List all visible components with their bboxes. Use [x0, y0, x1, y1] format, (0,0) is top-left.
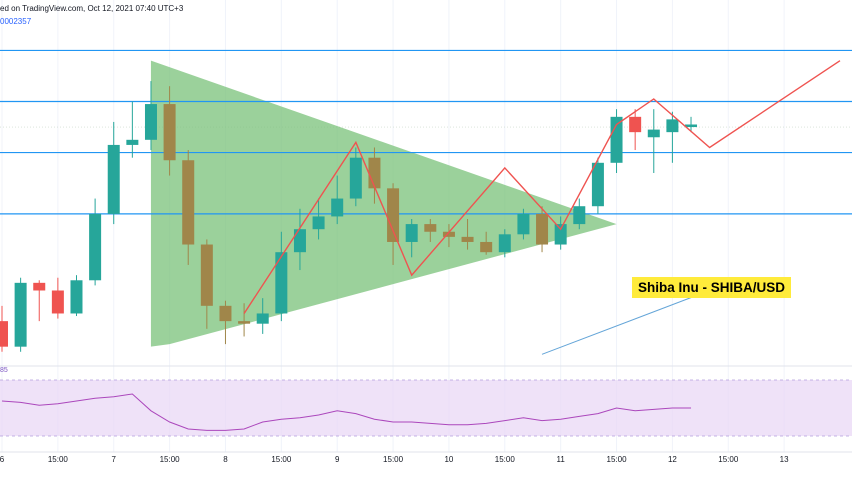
candles-layer: [0, 81, 698, 352]
rsi-band: [0, 380, 852, 436]
candle-body: [573, 206, 586, 225]
candle-body: [312, 216, 325, 230]
zigzag-path: [243, 60, 841, 314]
x-tick-label: 7: [112, 455, 117, 464]
x-tick-label: 13: [780, 455, 789, 464]
zigzag-layer: [243, 60, 841, 314]
candle-body: [182, 160, 195, 245]
candle-body: [368, 157, 381, 189]
candle-body: [200, 244, 213, 306]
candle-body: [424, 224, 437, 232]
x-tick-label: 15:00: [48, 455, 69, 464]
triangle-layer: [150, 60, 617, 347]
publisher-text: ed on TradingView.com, Oct 12, 2021 07:4…: [0, 4, 184, 13]
candle-body: [536, 213, 549, 245]
candle-body: [144, 104, 157, 140]
candle-body: [591, 162, 604, 207]
trendline-layer: [541, 290, 710, 355]
x-tick-label: 8: [223, 455, 228, 464]
x-tick-label: 15:00: [383, 455, 404, 464]
x-tick-label: 15:00: [271, 455, 292, 464]
candle-body: [33, 282, 46, 291]
x-tick-label: 6: [0, 455, 5, 464]
x-tick-label: 15:00: [160, 455, 181, 464]
candle-body: [331, 198, 344, 217]
x-axis: 6 15:00 7 15:00 8 15:00 9 15:00 10 15:00 11 15:00 12…: [0, 451, 852, 464]
chart-title-label: Shiba Inu - SHIBA/USD: [632, 277, 792, 298]
horizontal-levels: [0, 49, 852, 215]
candle-body: [349, 157, 362, 199]
candle-body: [126, 139, 139, 145]
candle-body: [219, 305, 232, 322]
x-tick-label: 10: [444, 455, 453, 464]
candle-body: [666, 119, 679, 133]
candle-body: [387, 188, 400, 242]
candle-body: [442, 231, 455, 237]
x-tick-label: 15:00: [495, 455, 516, 464]
candle-body: [238, 321, 251, 324]
candle-body: [629, 116, 642, 133]
x-tick-label: 15:00: [607, 455, 628, 464]
symmetrical-triangle: [150, 60, 617, 347]
candle-body: [405, 224, 418, 242]
candle-body: [70, 280, 83, 314]
candle-body: [647, 129, 660, 138]
rsi-panel: [0, 365, 852, 437]
candle-body: [163, 104, 176, 161]
x-tick-label: 12: [668, 455, 677, 464]
trend-line: [541, 290, 710, 355]
candle-body: [89, 213, 102, 281]
rsi-line: [1, 393, 692, 431]
candle-body: [517, 213, 530, 235]
candle-body: [256, 313, 269, 324]
candle-body: [480, 241, 493, 253]
candle-body: [293, 229, 306, 253]
candle-body: [461, 236, 474, 242]
candle-body: [14, 282, 27, 347]
price-fragment: 0002357: [0, 17, 32, 26]
candle-body: [107, 144, 120, 214]
candle-body: [275, 252, 288, 314]
candle-body: [554, 224, 567, 245]
x-tick-label: 9: [335, 455, 340, 464]
candle-body: [51, 290, 64, 314]
rsi-value-label: 85: [0, 367, 8, 374]
x-tick-label: 11: [557, 455, 566, 464]
x-tick-label: 15:00: [718, 455, 739, 464]
candle-body: [610, 116, 623, 163]
candle-body: [498, 234, 511, 253]
candle-body: [0, 321, 8, 347]
candle-body: [685, 124, 698, 128]
